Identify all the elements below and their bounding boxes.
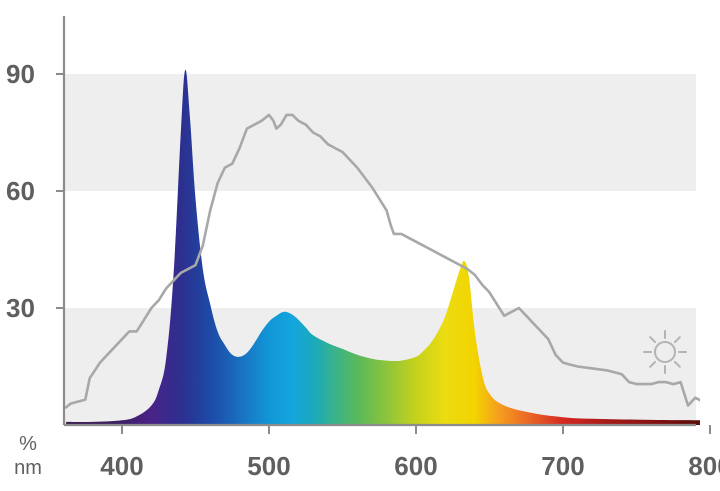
y-unit-label: % xyxy=(19,433,37,455)
x-tick-label: 800 xyxy=(688,451,720,481)
sun-icon-ray xyxy=(673,336,681,344)
y-tick-label: 90 xyxy=(6,59,35,89)
sun-icon-ray xyxy=(649,336,657,344)
sun-icon-ray xyxy=(649,360,657,368)
tick-labels: 30 60 90 400 500 600 700 800%nm xyxy=(6,59,720,481)
y-tick-label: 30 xyxy=(6,293,35,323)
sun-icon-disc xyxy=(654,341,676,363)
grid-band xyxy=(64,74,696,191)
reference-line xyxy=(64,113,700,409)
x-unit-label: nm xyxy=(14,457,42,479)
y-tick-label: 60 xyxy=(6,176,35,206)
axes xyxy=(56,16,711,434)
x-tick-label: 700 xyxy=(541,451,584,481)
sun-icon-ray xyxy=(673,360,681,368)
x-tick-label: 400 xyxy=(100,451,143,481)
series-layer xyxy=(64,69,700,425)
spectrum-area xyxy=(66,69,700,425)
x-tick-label: 500 xyxy=(247,451,290,481)
sun-icon xyxy=(643,330,687,374)
x-tick-label: 600 xyxy=(394,451,437,481)
